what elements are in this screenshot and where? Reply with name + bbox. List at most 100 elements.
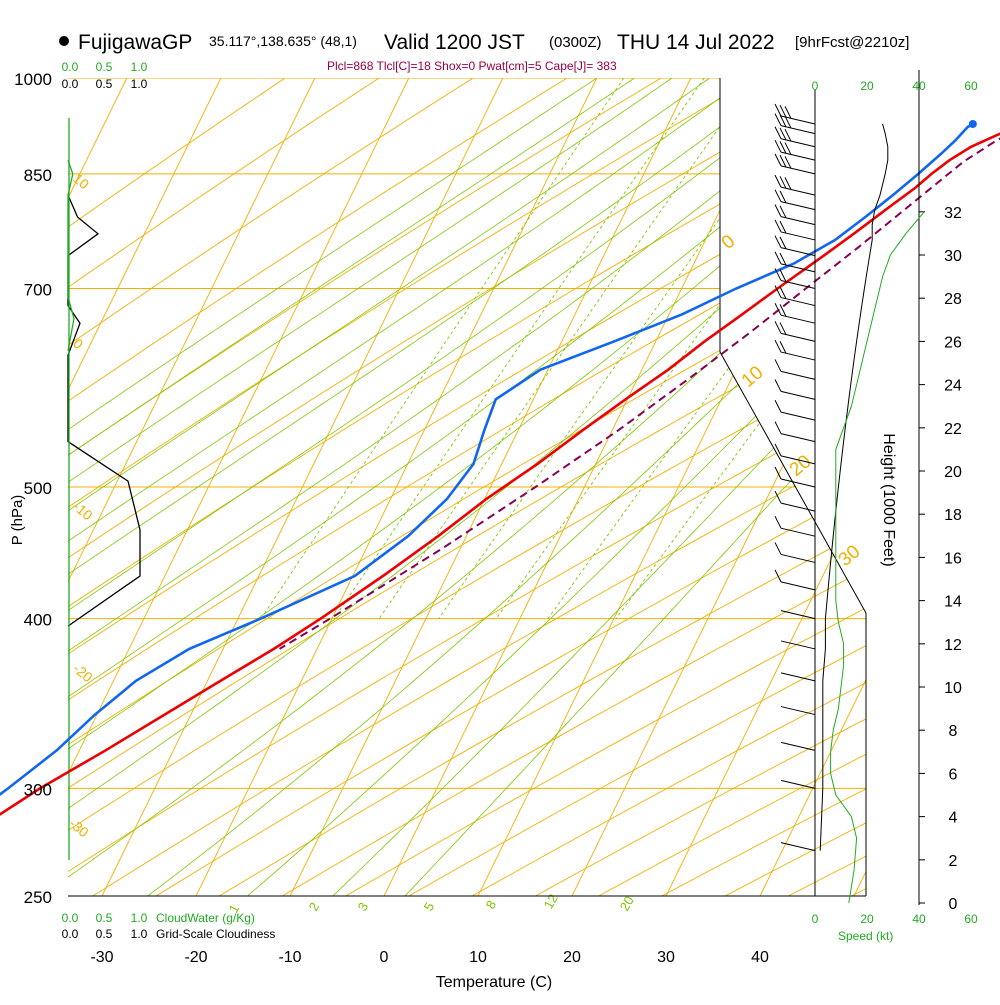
- wind-barb-staff: [781, 434, 815, 442]
- wind-barb: [775, 570, 815, 590]
- speed-axis-label: Speed (kt): [838, 929, 893, 943]
- moist-adiabat-line: [7, 78, 1000, 920]
- pressure-axis-label: P (hPa): [9, 495, 26, 546]
- dry-adiabat-line: [0, 78, 379, 920]
- wind-barb-flag: [775, 516, 781, 528]
- wind-barb-staff: [781, 742, 815, 750]
- moist-adiabat-line: [0, 78, 898, 920]
- cloudwater-tick-bottom: 1.0: [131, 911, 148, 925]
- moist-adiabat-label: 30: [835, 541, 865, 571]
- wind-barb-staff: [781, 248, 815, 256]
- pressure-tick-label: 500: [24, 479, 52, 498]
- cloudiness-tick-bottom: 0.0: [62, 927, 79, 941]
- dry-adiabat-label: -10: [70, 498, 96, 523]
- wind-barb-flag: [775, 467, 781, 479]
- wind-barb-staff: [781, 611, 815, 619]
- moist-adiabat-label: 20: [786, 451, 816, 481]
- mixing-ratio-label: 12: [541, 891, 561, 911]
- isotherm-line: [854, 78, 1000, 896]
- wind-barb-staff: [781, 503, 815, 511]
- wind-barb-staff: [781, 582, 815, 590]
- speed-tick-bottom: 0: [812, 912, 819, 926]
- height-tick-label: 24: [944, 378, 962, 395]
- wind-barb: [775, 379, 815, 399]
- dry-adiabat-label: -30: [66, 815, 92, 840]
- height-tick-label: 2: [949, 853, 958, 870]
- wind-barb-staff: [781, 352, 815, 360]
- moist-adiabat-line: [0, 78, 860, 920]
- header: FujigawaGP 35.117°,138.635° (48,1) Valid…: [59, 31, 909, 73]
- wind-barb-flag: [775, 422, 781, 434]
- temperature-tick-label: 30: [657, 949, 675, 966]
- valid-time: Valid 1200 JST: [384, 31, 525, 54]
- mixing-ratio-line: [496, 78, 883, 619]
- height-tick-label: 20: [944, 464, 962, 481]
- wind-barb: [775, 303, 815, 323]
- dry-adiabat-line: [805, 78, 1000, 920]
- forecast-info: [9hrFcst@2210z]: [795, 34, 909, 51]
- mixing-ratio-line: [334, 78, 704, 619]
- wind-barb-staff: [781, 166, 815, 174]
- wind-barb: [775, 321, 815, 341]
- dry-adiabat-line: [0, 78, 1000, 920]
- speed-tick-top: 20: [860, 79, 874, 93]
- surface-dewpoint-dot: [969, 120, 977, 128]
- height-tick-label: 30: [944, 248, 962, 265]
- speed-tick-top: 60: [964, 79, 978, 93]
- wind-barb: [781, 673, 815, 681]
- dry-adiabat-line: [0, 78, 1000, 920]
- height-tick-label: 10: [944, 680, 962, 697]
- temperature-tick-label: -30: [90, 949, 113, 966]
- wind-barb: [775, 190, 815, 210]
- wind-barb-staff: [781, 232, 815, 240]
- moist-adiabat-line: [0, 78, 935, 920]
- height-tick-label: 14: [944, 594, 962, 611]
- moist-adiabat-line: [0, 78, 785, 920]
- wind-barb: [781, 843, 815, 851]
- dry-adiabat-line: [0, 78, 473, 920]
- height-tick-label: 18: [944, 507, 962, 524]
- wind-barb: [775, 400, 815, 420]
- pressure-tick-label: 300: [24, 780, 52, 799]
- wind-barb-staff: [781, 217, 815, 225]
- grid-clipped: [0, 78, 1000, 920]
- wind-barb: [775, 491, 815, 511]
- height-tick-label: 26: [944, 334, 962, 351]
- cloudwater-tick-top: 1.0: [131, 60, 148, 74]
- height-tick-label: 16: [944, 550, 962, 567]
- wind-barb-staff: [781, 333, 815, 341]
- wind-barb: [775, 422, 815, 442]
- parcel-line: [280, 124, 1000, 649]
- wind-barb-staff: [781, 780, 815, 788]
- temperature-tick-label: 0: [380, 949, 389, 966]
- station-coords: 35.117°,138.635° (48,1): [209, 33, 357, 49]
- speed-tick-bottom: 40: [912, 912, 926, 926]
- wind-barb-staff: [781, 843, 815, 851]
- mixing-ratio-label: 5: [421, 900, 438, 914]
- moist-adiabat-line: [0, 78, 822, 920]
- height-tick-label: 4: [949, 810, 958, 827]
- stability-indices: Plcl=868 Tlcl[C]=18 Shox=0 Pwat[cm]=5 Ca…: [327, 59, 617, 73]
- dry-adiabat-line: [430, 78, 1000, 920]
- dry-adiabat-line: [367, 78, 1000, 920]
- wind-barb: [775, 104, 815, 124]
- height-tick-label: 32: [944, 205, 962, 222]
- height-tick-label: 0: [949, 896, 958, 913]
- cloudwater-tick-bottom: 0.0: [62, 911, 79, 925]
- cloudiness-tick-bottom: 0.5: [96, 927, 113, 941]
- wind-barb-staff: [781, 554, 815, 562]
- station-name: FujigawaGP: [78, 31, 192, 54]
- wind-barb-staff: [781, 202, 815, 210]
- wind-barb-staff: [781, 371, 815, 379]
- pressure-tick-label: 250: [24, 888, 52, 907]
- wind-barb: [775, 205, 815, 225]
- pressure-tick-label: 700: [24, 280, 52, 299]
- pressure-tick-label: 400: [24, 611, 52, 630]
- dry-adiabat-line: [117, 78, 1000, 920]
- moist-adiabat-label: 0: [718, 231, 740, 254]
- pressure-tick-label: 1000: [14, 70, 52, 89]
- mixing-ratio-label: 3: [355, 900, 372, 914]
- temperature-line: [0, 124, 1000, 868]
